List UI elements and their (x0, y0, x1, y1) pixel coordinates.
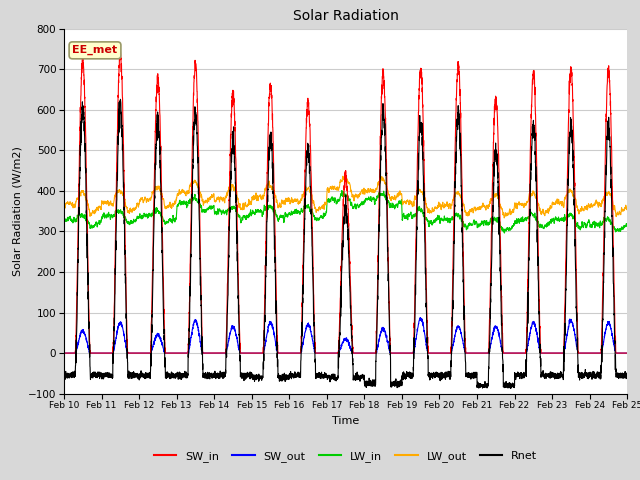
SW_out (324, 350, 332, 356)
SW_in (472, 350, 480, 356)
LW_in (324, 197, 332, 203)
Rnet (116, 96, 124, 102)
SW_in (504, 350, 512, 356)
SW_out (623, 350, 630, 356)
Rnet (507, 385, 515, 391)
Text: EE_met: EE_met (72, 45, 118, 56)
Title: Solar Radiation: Solar Radiation (292, 10, 399, 24)
Line: SW_in: SW_in (64, 50, 627, 353)
LW_in (500, 230, 508, 236)
Y-axis label: Solar Radiation (W/m2): Solar Radiation (W/m2) (12, 146, 22, 276)
Line: Rnet: Rnet (64, 99, 627, 388)
X-axis label: Time: Time (332, 416, 359, 426)
LW_out (324, 188, 332, 193)
Rnet (161, 372, 169, 377)
SW_in (325, 350, 333, 356)
LW_in (161, 221, 169, 227)
SW_out (60, 350, 68, 356)
Rnet (325, 374, 333, 380)
LW_out (441, 202, 449, 207)
Rnet (441, 373, 449, 379)
Rnet (472, 370, 480, 376)
SW_out (623, 350, 631, 356)
Legend: SW_in, SW_out, LW_in, LW_out, Rnet: SW_in, SW_out, LW_in, LW_out, Rnet (150, 446, 541, 467)
SW_in (60, 350, 68, 356)
Line: SW_out: SW_out (64, 318, 627, 353)
LW_out (341, 171, 349, 177)
Rnet (623, 370, 630, 376)
LW_in (623, 223, 631, 228)
LW_out (60, 205, 68, 211)
LW_out (504, 212, 512, 217)
SW_in (161, 350, 169, 356)
SW_out (472, 350, 480, 356)
LW_out (623, 207, 631, 213)
SW_in (623, 350, 631, 356)
SW_out (416, 315, 424, 321)
SW_in (116, 48, 124, 53)
Line: LW_in: LW_in (64, 191, 627, 233)
LW_in (441, 216, 449, 222)
SW_out (504, 350, 512, 356)
SW_in (441, 350, 449, 356)
SW_in (623, 350, 630, 356)
LW_out (472, 207, 480, 213)
SW_out (161, 349, 169, 355)
LW_in (338, 188, 346, 193)
LW_in (472, 218, 480, 224)
Rnet (504, 383, 512, 389)
LW_in (623, 223, 630, 229)
LW_in (504, 226, 512, 231)
Rnet (623, 374, 631, 380)
Rnet (60, 373, 68, 379)
SW_out (441, 350, 449, 356)
Line: LW_out: LW_out (64, 174, 627, 218)
LW_out (623, 205, 630, 211)
LW_in (60, 218, 68, 224)
LW_out (161, 206, 169, 212)
LW_out (500, 215, 508, 221)
